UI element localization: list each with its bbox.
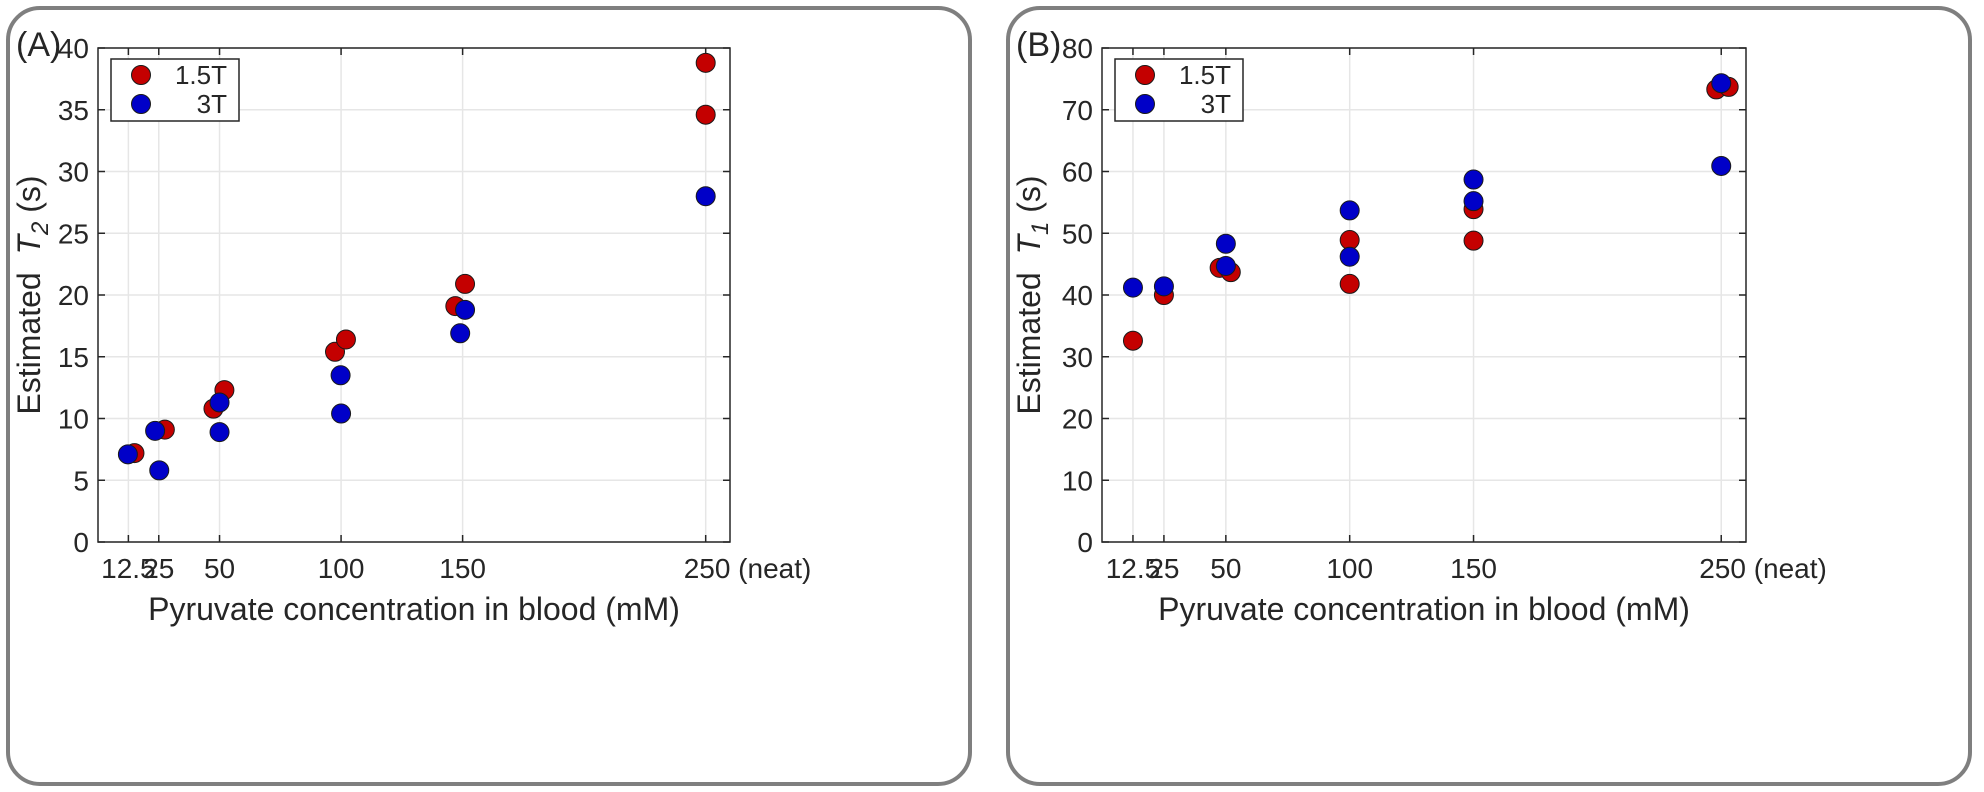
b-y-tick-label: 40 <box>1062 280 1093 311</box>
a-x-tick-label: 150 <box>439 553 486 584</box>
b-y-tick-label: 60 <box>1062 157 1093 188</box>
chart-b-svg: 12.525 50 100 150 250 (neat) 0 10 20 30 40 50 60 70 8… <box>1011 26 1827 627</box>
a-point-1p5t <box>695 104 716 125</box>
a-point-3t <box>695 186 716 207</box>
a-y-tick-label: 35 <box>58 95 89 126</box>
a-panel-label: (A) <box>16 26 61 64</box>
a-point-1p5t <box>695 52 716 73</box>
a-legend-label-3t: 3T <box>197 89 227 119</box>
a-y-title-suffix: (s) <box>11 175 47 212</box>
a-point-3t <box>330 365 351 386</box>
a-point-3t <box>209 422 230 443</box>
b-y-title-gap2 <box>1011 213 1047 222</box>
b-panel-label: (B) <box>1016 26 1061 64</box>
a-y-tick-label: 40 <box>58 33 89 64</box>
b-y-tick-label: 70 <box>1062 95 1093 126</box>
a-x-tick-label: 12.5 <box>101 553 156 584</box>
b-legend-marker-1p5t <box>1135 65 1155 85</box>
b-y-title-suffix: (s) <box>1011 175 1047 212</box>
b-x-tick-label: 150 <box>1450 553 1497 584</box>
b-point-1p5t <box>1463 230 1484 251</box>
b-x-tick-label: 25 <box>1148 553 1179 584</box>
b-y-tick-label: 50 <box>1062 218 1093 249</box>
a-x-tick-label: 50 <box>204 553 235 584</box>
a-y-tick-label: 0 <box>73 527 89 558</box>
b-y-tick-label: 10 <box>1062 465 1093 496</box>
b-point-3t <box>1711 73 1732 94</box>
panel-a: 12.5 25 50 100 150 250 (neat) 0 5 10 15 20 25 30 35 40… <box>6 6 972 786</box>
b-x-tick-label: 50 <box>1210 553 1241 584</box>
a-legend-box <box>110 58 240 122</box>
b-y-tick-label: 30 <box>1062 342 1093 373</box>
b-y-title-symbol: T <box>1011 233 1047 255</box>
chart-a-svg: 12.525 50 100 150 250 (neat)0510152025303540… <box>11 26 812 627</box>
a-y-tick-label: 30 <box>58 157 89 188</box>
a-y-tick-label: 10 <box>58 404 89 435</box>
b-point-3t <box>1339 246 1360 267</box>
b-point-3t <box>1339 200 1360 221</box>
a-point-3t <box>117 444 138 465</box>
a-y-title-gap <box>11 255 47 273</box>
a-y-axis-title: Estimated T2 (s) <box>11 175 54 414</box>
a-legend-marker-3t <box>131 94 151 114</box>
panel-b: 12.5 25 50 100 150 250 (neat) 0 10 20 30 40 50 60 70 8… <box>1006 6 1972 786</box>
b-legend-marker-3t <box>1135 94 1155 114</box>
b-y-tick-label: 20 <box>1062 404 1093 435</box>
b-x-tick-label: 100 <box>1326 553 1373 584</box>
b-point-3t <box>1215 255 1236 276</box>
a-y-tick-label: 5 <box>73 465 89 496</box>
b-point-3t <box>1463 191 1484 212</box>
a-x-tick-label: 100 <box>318 553 365 584</box>
a-x-tick-label: 250 (neat) <box>684 553 812 584</box>
b-legend-label-3t: 3T <box>1201 89 1231 119</box>
a-y-tick-label: 15 <box>58 342 89 373</box>
b-point-1p5t <box>1339 230 1360 251</box>
b-legend-box <box>1114 58 1244 122</box>
a-y-tick-label: 25 <box>58 218 89 249</box>
a-point-3t <box>331 403 352 424</box>
b-y-axis-title: Estimated T1 (s) <box>1011 175 1054 414</box>
a-y-title-subscript: 2 <box>27 222 54 236</box>
a-y-tick-label: 20 <box>58 280 89 311</box>
b-y-tick-label: 0 <box>1077 527 1093 558</box>
a-x-axis-title: Pyruvate concentration in blood (mM) <box>148 591 680 627</box>
a-point-3t <box>209 392 230 413</box>
a-legend-marker-1p5t <box>131 65 151 85</box>
b-x-tick-label: 12.5 <box>1106 553 1161 584</box>
a-y-title-symbol: T <box>11 233 47 255</box>
a-x-tick-label: 25 <box>143 553 174 584</box>
b-point-3t <box>1215 233 1236 254</box>
a-point-3t <box>145 420 166 441</box>
b-y-title-gap <box>1011 255 1047 273</box>
a-point-3t <box>455 299 476 320</box>
b-point-3t <box>1153 276 1174 297</box>
b-x-axis-title: Pyruvate concentration in blood (mM) <box>1158 591 1690 627</box>
a-y-title-gap2 <box>11 213 47 222</box>
a-point-1p5t <box>335 329 356 350</box>
b-y-title-subscript: 1 <box>1027 222 1054 235</box>
b-y-title-prefix: Estimated <box>1011 272 1047 414</box>
b-point-3t <box>1463 169 1484 190</box>
a-y-title-prefix: Estimated <box>11 272 47 414</box>
b-y-tick-label: 80 <box>1062 33 1093 64</box>
b-point-1p5t <box>1122 330 1143 351</box>
a-point-3t <box>149 460 170 481</box>
b-legend-label-1p5t: 1.5T <box>1179 60 1231 90</box>
b-point-1p5t <box>1339 273 1360 294</box>
a-point-1p5t <box>455 273 476 294</box>
a-point-3t <box>450 323 471 344</box>
a-legend-label-1p5t: 1.5T <box>175 60 227 90</box>
b-point-3t <box>1122 277 1143 298</box>
b-x-tick-label: 250 (neat) <box>1699 553 1827 584</box>
b-point-3t <box>1711 155 1732 176</box>
